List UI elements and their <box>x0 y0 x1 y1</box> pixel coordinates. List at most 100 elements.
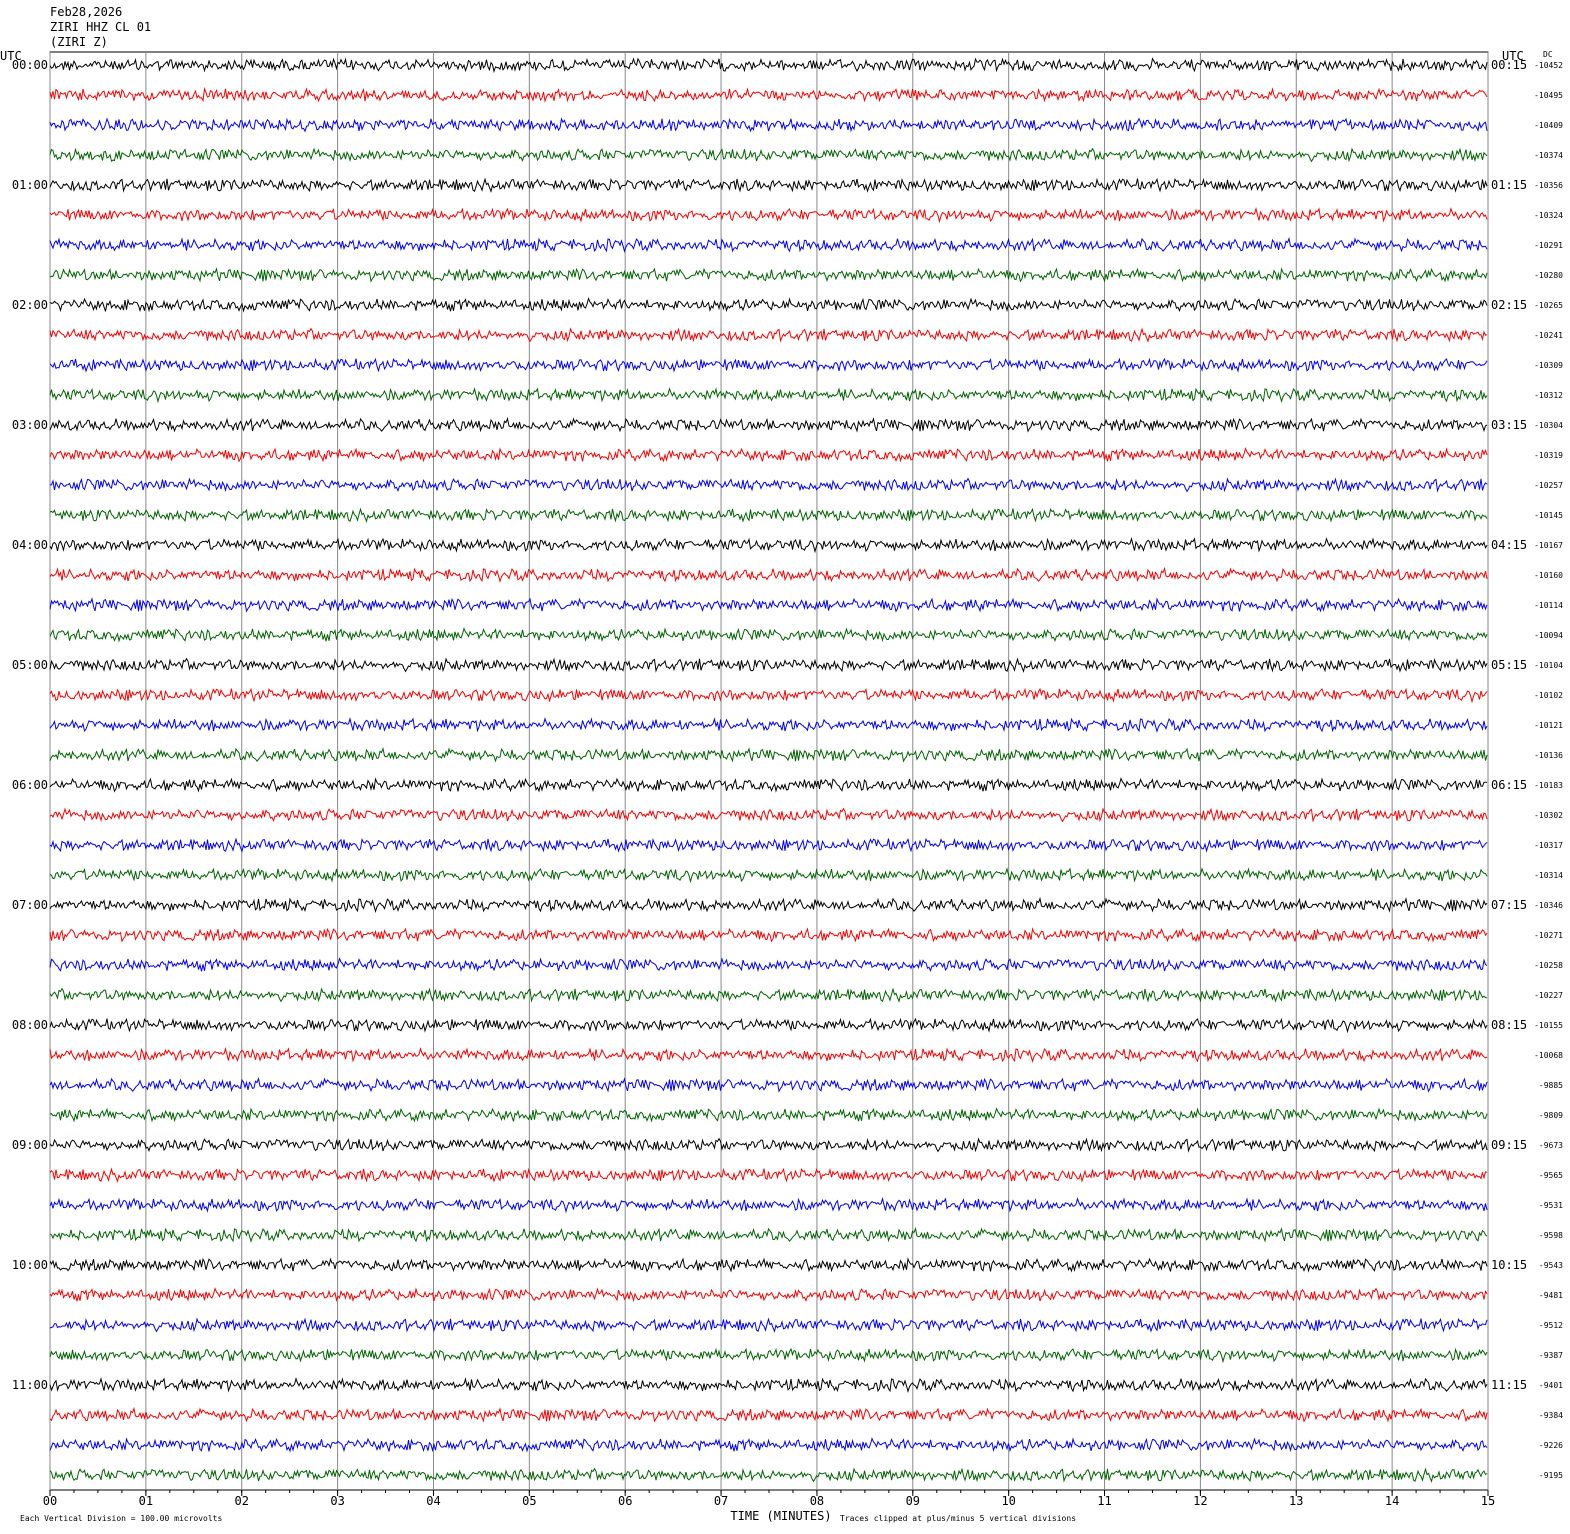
x-axis-title: TIME (MINUTES) <box>730 1509 831 1523</box>
trace <box>49 927 1488 943</box>
dc-value: -9809 <box>1539 1111 1563 1120</box>
trace <box>49 1287 1488 1303</box>
dc-value: -10121 <box>1534 721 1563 730</box>
x-tick-label: 07 <box>714 1494 728 1508</box>
dc-value: -9885 <box>1539 1081 1563 1090</box>
scale-note: Each Vertical Division = 100.00 microvol… <box>20 1514 222 1523</box>
dc-value: -10257 <box>1534 481 1563 490</box>
trace <box>49 147 1488 163</box>
dc-value: -10452 <box>1534 61 1563 70</box>
dc-value: -9531 <box>1539 1201 1563 1210</box>
trace <box>49 1107 1488 1123</box>
dc-value: -10265 <box>1534 301 1563 310</box>
trace <box>49 236 1488 254</box>
left-time-label: 02:00 <box>12 298 48 312</box>
dc-value: -10495 <box>1534 91 1563 100</box>
right-axis-title: UTC <box>1502 49 1524 63</box>
dc-value: -10317 <box>1534 841 1563 850</box>
dc-value: -10324 <box>1534 211 1563 220</box>
right-time-label: 08:15 <box>1491 1018 1527 1032</box>
left-time-label: 11:00 <box>12 1378 48 1392</box>
dc-value: -10280 <box>1534 271 1563 280</box>
trace <box>49 477 1488 493</box>
dc-value: -10291 <box>1534 241 1563 250</box>
trace <box>49 57 1488 74</box>
dc-value: -10241 <box>1534 331 1563 340</box>
right-time-label: 11:15 <box>1491 1378 1527 1392</box>
dc-value: -9543 <box>1539 1261 1563 1270</box>
dc-value: -10068 <box>1534 1051 1563 1060</box>
trace <box>49 777 1488 793</box>
right-time-label: 10:15 <box>1491 1258 1527 1272</box>
trace <box>49 1226 1488 1244</box>
trace <box>49 117 1488 133</box>
x-tick-label: 12 <box>1193 1494 1207 1508</box>
trace <box>49 507 1488 523</box>
trace <box>49 357 1488 373</box>
dc-value: -10094 <box>1534 631 1563 640</box>
dc-value: -10356 <box>1534 181 1563 190</box>
trace <box>49 387 1488 404</box>
dc-value: -10136 <box>1534 751 1563 760</box>
dc-value: -9565 <box>1539 1171 1563 1180</box>
x-tick-label: 10 <box>1001 1494 1015 1508</box>
dc-value: -10258 <box>1534 961 1563 970</box>
dc-value: -10319 <box>1534 451 1563 460</box>
trace <box>49 207 1488 224</box>
left-time-label: 04:00 <box>12 538 48 552</box>
dc-value: -10374 <box>1534 151 1563 160</box>
dc-value: -10314 <box>1534 871 1563 880</box>
x-tick-label: 08 <box>810 1494 824 1508</box>
trace <box>49 267 1488 283</box>
right-time-label: 01:15 <box>1491 178 1527 192</box>
dc-value: -10227 <box>1534 991 1563 1000</box>
trace <box>49 837 1488 853</box>
dc-value: -9387 <box>1539 1351 1563 1360</box>
dc-value: -10271 <box>1534 931 1563 940</box>
x-tick-label: 14 <box>1385 1494 1399 1508</box>
trace <box>49 87 1488 103</box>
trace <box>49 1076 1488 1093</box>
left-time-label: 08:00 <box>12 1018 48 1032</box>
dc-value: -10160 <box>1534 571 1563 580</box>
trace <box>49 1017 1488 1034</box>
dc-value: -10304 <box>1534 421 1563 430</box>
right-time-label: 03:15 <box>1491 418 1527 432</box>
trace <box>49 717 1488 734</box>
right-time-label: 09:15 <box>1491 1138 1527 1152</box>
right-time-label: 02:15 <box>1491 298 1527 312</box>
trace <box>49 177 1488 193</box>
header-line: Feb28,2026 <box>50 5 122 19</box>
x-tick-label: 11 <box>1097 1494 1111 1508</box>
dc-value: -9598 <box>1539 1231 1563 1240</box>
dc-value: -10114 <box>1534 601 1563 610</box>
right-time-label: 04:15 <box>1491 538 1527 552</box>
trace <box>49 447 1488 463</box>
left-time-label: 09:00 <box>12 1138 48 1152</box>
right-time-label: 05:15 <box>1491 658 1527 672</box>
trace <box>49 566 1488 584</box>
left-time-label: 00:00 <box>12 58 48 72</box>
dc-value: -9481 <box>1539 1291 1563 1300</box>
trace <box>49 1167 1488 1183</box>
right-time-label: 00:15 <box>1491 58 1527 72</box>
clip-note: Traces clipped at plus/minus 5 vertical … <box>840 1514 1076 1523</box>
x-tick-label: 15 <box>1481 1494 1495 1508</box>
trace <box>49 1437 1488 1453</box>
dc-value: -10145 <box>1534 511 1563 520</box>
dc-value: -10102 <box>1534 691 1563 700</box>
x-tick-label: 04 <box>426 1494 440 1508</box>
right-time-label: 07:15 <box>1491 898 1527 912</box>
trace <box>49 687 1488 704</box>
left-time-label: 05:00 <box>12 658 48 672</box>
left-time-label: 07:00 <box>12 898 48 912</box>
right-time-label: 06:15 <box>1491 778 1527 792</box>
trace <box>49 987 1488 1003</box>
x-tick-label: 03 <box>330 1494 344 1508</box>
trace <box>49 1347 1488 1364</box>
dc-value: -10302 <box>1534 811 1563 820</box>
header-line: ZIRI HHZ CL 01 <box>50 20 151 34</box>
x-tick-label: 00 <box>43 1494 57 1508</box>
left-time-label: 10:00 <box>12 1258 48 1272</box>
